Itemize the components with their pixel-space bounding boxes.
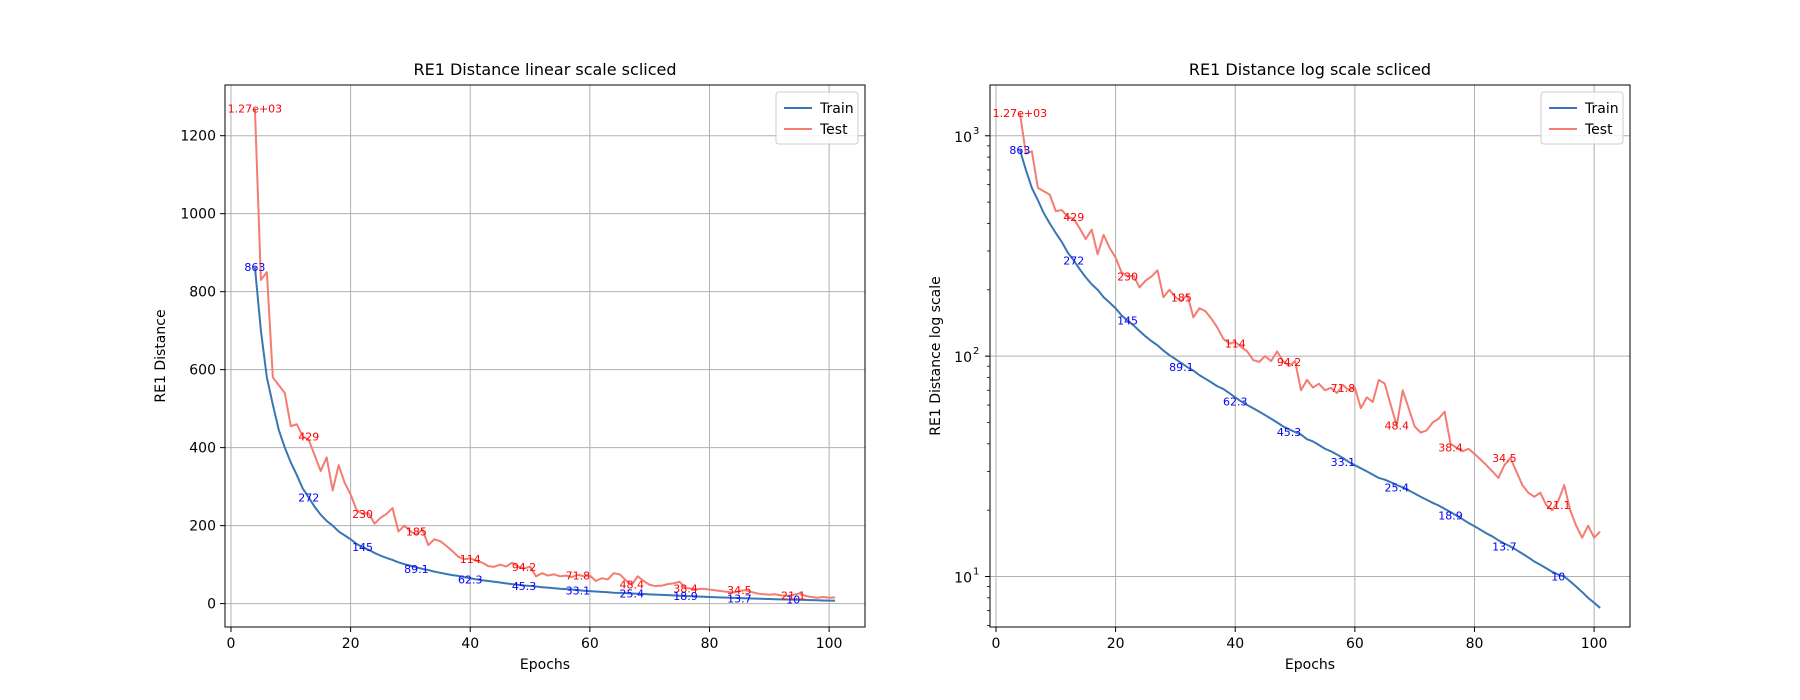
y-tick-label: 400 — [189, 441, 216, 457]
legend-label-test: Test — [819, 122, 848, 138]
y-axis-label: RE1 Distance — [153, 309, 169, 402]
data-label: 429 — [298, 430, 319, 443]
y-tick-exponent: 2 — [973, 346, 979, 357]
data-label: 13.7 — [1492, 540, 1517, 553]
x-tick-label: 80 — [701, 636, 719, 652]
plot-frame — [224, 84, 866, 628]
data-label: 34.5 — [1492, 452, 1517, 465]
chart-title: RE1 Distance log scale scliced — [1189, 60, 1431, 79]
legend-box — [1540, 91, 1624, 145]
y-tick-label: 200 — [189, 519, 216, 535]
y-tick-label: 800 — [189, 285, 216, 301]
legend-box — [775, 91, 859, 145]
legend-label-train: Train — [1584, 101, 1619, 117]
y-tick-label: 10 — [954, 571, 972, 587]
data-label: 1.27e+03 — [228, 102, 282, 115]
data-label: 38.4 — [1438, 442, 1463, 455]
data-label: 10 — [1551, 571, 1565, 584]
chart-log: 1.27e+0386342927223014518589.111462.394.… — [928, 60, 1631, 673]
series-line-test — [1018, 112, 1601, 539]
x-tick-label: 20 — [342, 636, 360, 652]
data-label: 33.1 — [1331, 456, 1356, 469]
chart-linear: 1.27e+03 863 429 272 230 145 185 89.1 114 62.3 94.… — [153, 60, 866, 673]
x-axis-label: Epochs — [1285, 657, 1335, 673]
data-label: 94.2 — [1277, 356, 1302, 369]
y-tick-label: 10 — [954, 130, 972, 146]
y-tick-exponent: 3 — [973, 126, 979, 137]
data-label: 863 — [1009, 144, 1030, 157]
data-label: 45.3 — [512, 580, 537, 593]
data-label: 145 — [1117, 315, 1138, 328]
legend: Train Test — [775, 91, 859, 145]
data-label: 185 — [406, 525, 427, 538]
data-label: 18.9 — [1438, 510, 1463, 523]
data-label: 62.3 — [1223, 395, 1248, 408]
data-label: 25.4 — [1384, 481, 1409, 494]
data-label: 25.4 — [619, 588, 644, 601]
data-label: 272 — [298, 492, 319, 505]
data-label: 185 — [1171, 291, 1192, 304]
data-label: 114 — [1225, 338, 1246, 351]
data-label: 21.1 — [781, 589, 806, 602]
data-label: 89.1 — [1169, 361, 1194, 374]
data-label: 13.7 — [727, 592, 752, 605]
y-tick-label: 1200 — [180, 129, 216, 145]
x-tick-label: 60 — [1346, 636, 1364, 652]
data-label: 62.3 — [458, 573, 483, 586]
y-tick-label: 1000 — [180, 207, 216, 223]
data-label: 18.9 — [673, 590, 698, 603]
x-tick-label: 100 — [816, 636, 843, 652]
grid — [990, 85, 1630, 627]
x-tick-label: 80 — [1466, 636, 1484, 652]
series-line-train — [1018, 149, 1601, 609]
series-line-test — [253, 108, 836, 599]
data-label: 89.1 — [404, 563, 429, 576]
y-tick-label: 10 — [954, 350, 972, 366]
x-tick-label: 40 — [461, 636, 479, 652]
data-label: 48.4 — [1384, 420, 1409, 433]
y-tick-label: 600 — [189, 363, 216, 379]
x-axis-label: Epochs — [520, 657, 570, 673]
x-tick-label: 20 — [1107, 636, 1125, 652]
data-label: 1.27e+03 — [993, 107, 1047, 120]
data-label: 33.1 — [566, 585, 591, 598]
data-label: 429 — [1063, 211, 1084, 224]
data-label: 230 — [352, 508, 373, 521]
data-label: 114 — [460, 553, 481, 566]
series-line-train — [253, 267, 836, 602]
legend-label-train: Train — [819, 101, 854, 117]
x-tick-label: 0 — [227, 636, 236, 652]
data-label: 48.4 — [619, 579, 644, 592]
chart-title: RE1 Distance linear scale scliced — [413, 60, 676, 79]
data-label: 71.8 — [566, 570, 591, 583]
data-label: 94.2 — [512, 561, 537, 574]
data-label: 38.4 — [673, 583, 698, 596]
data-label: 71.8 — [1331, 382, 1356, 395]
data-label: 34.5 — [727, 584, 752, 597]
data-label: 863 — [244, 261, 265, 274]
data-label: 45.3 — [1277, 426, 1302, 439]
legend-label-test: Test — [1584, 122, 1613, 138]
data-label: 230 — [1117, 270, 1138, 283]
data-label: 21.1 — [1546, 499, 1571, 512]
y-tick-label: 0 — [207, 597, 216, 613]
x-tick-label: 40 — [1226, 636, 1244, 652]
x-tick-label: 60 — [581, 636, 599, 652]
x-tick-label: 0 — [992, 636, 1001, 652]
data-label: 272 — [1063, 254, 1084, 267]
legend: Train Test — [1540, 91, 1624, 145]
data-label: 10 — [786, 594, 800, 607]
y-axis-label: RE1 Distance log scale — [928, 276, 944, 435]
y-tick-exponent: 1 — [973, 567, 979, 578]
x-tick-label: 100 — [1581, 636, 1608, 652]
data-label: 145 — [352, 541, 373, 554]
